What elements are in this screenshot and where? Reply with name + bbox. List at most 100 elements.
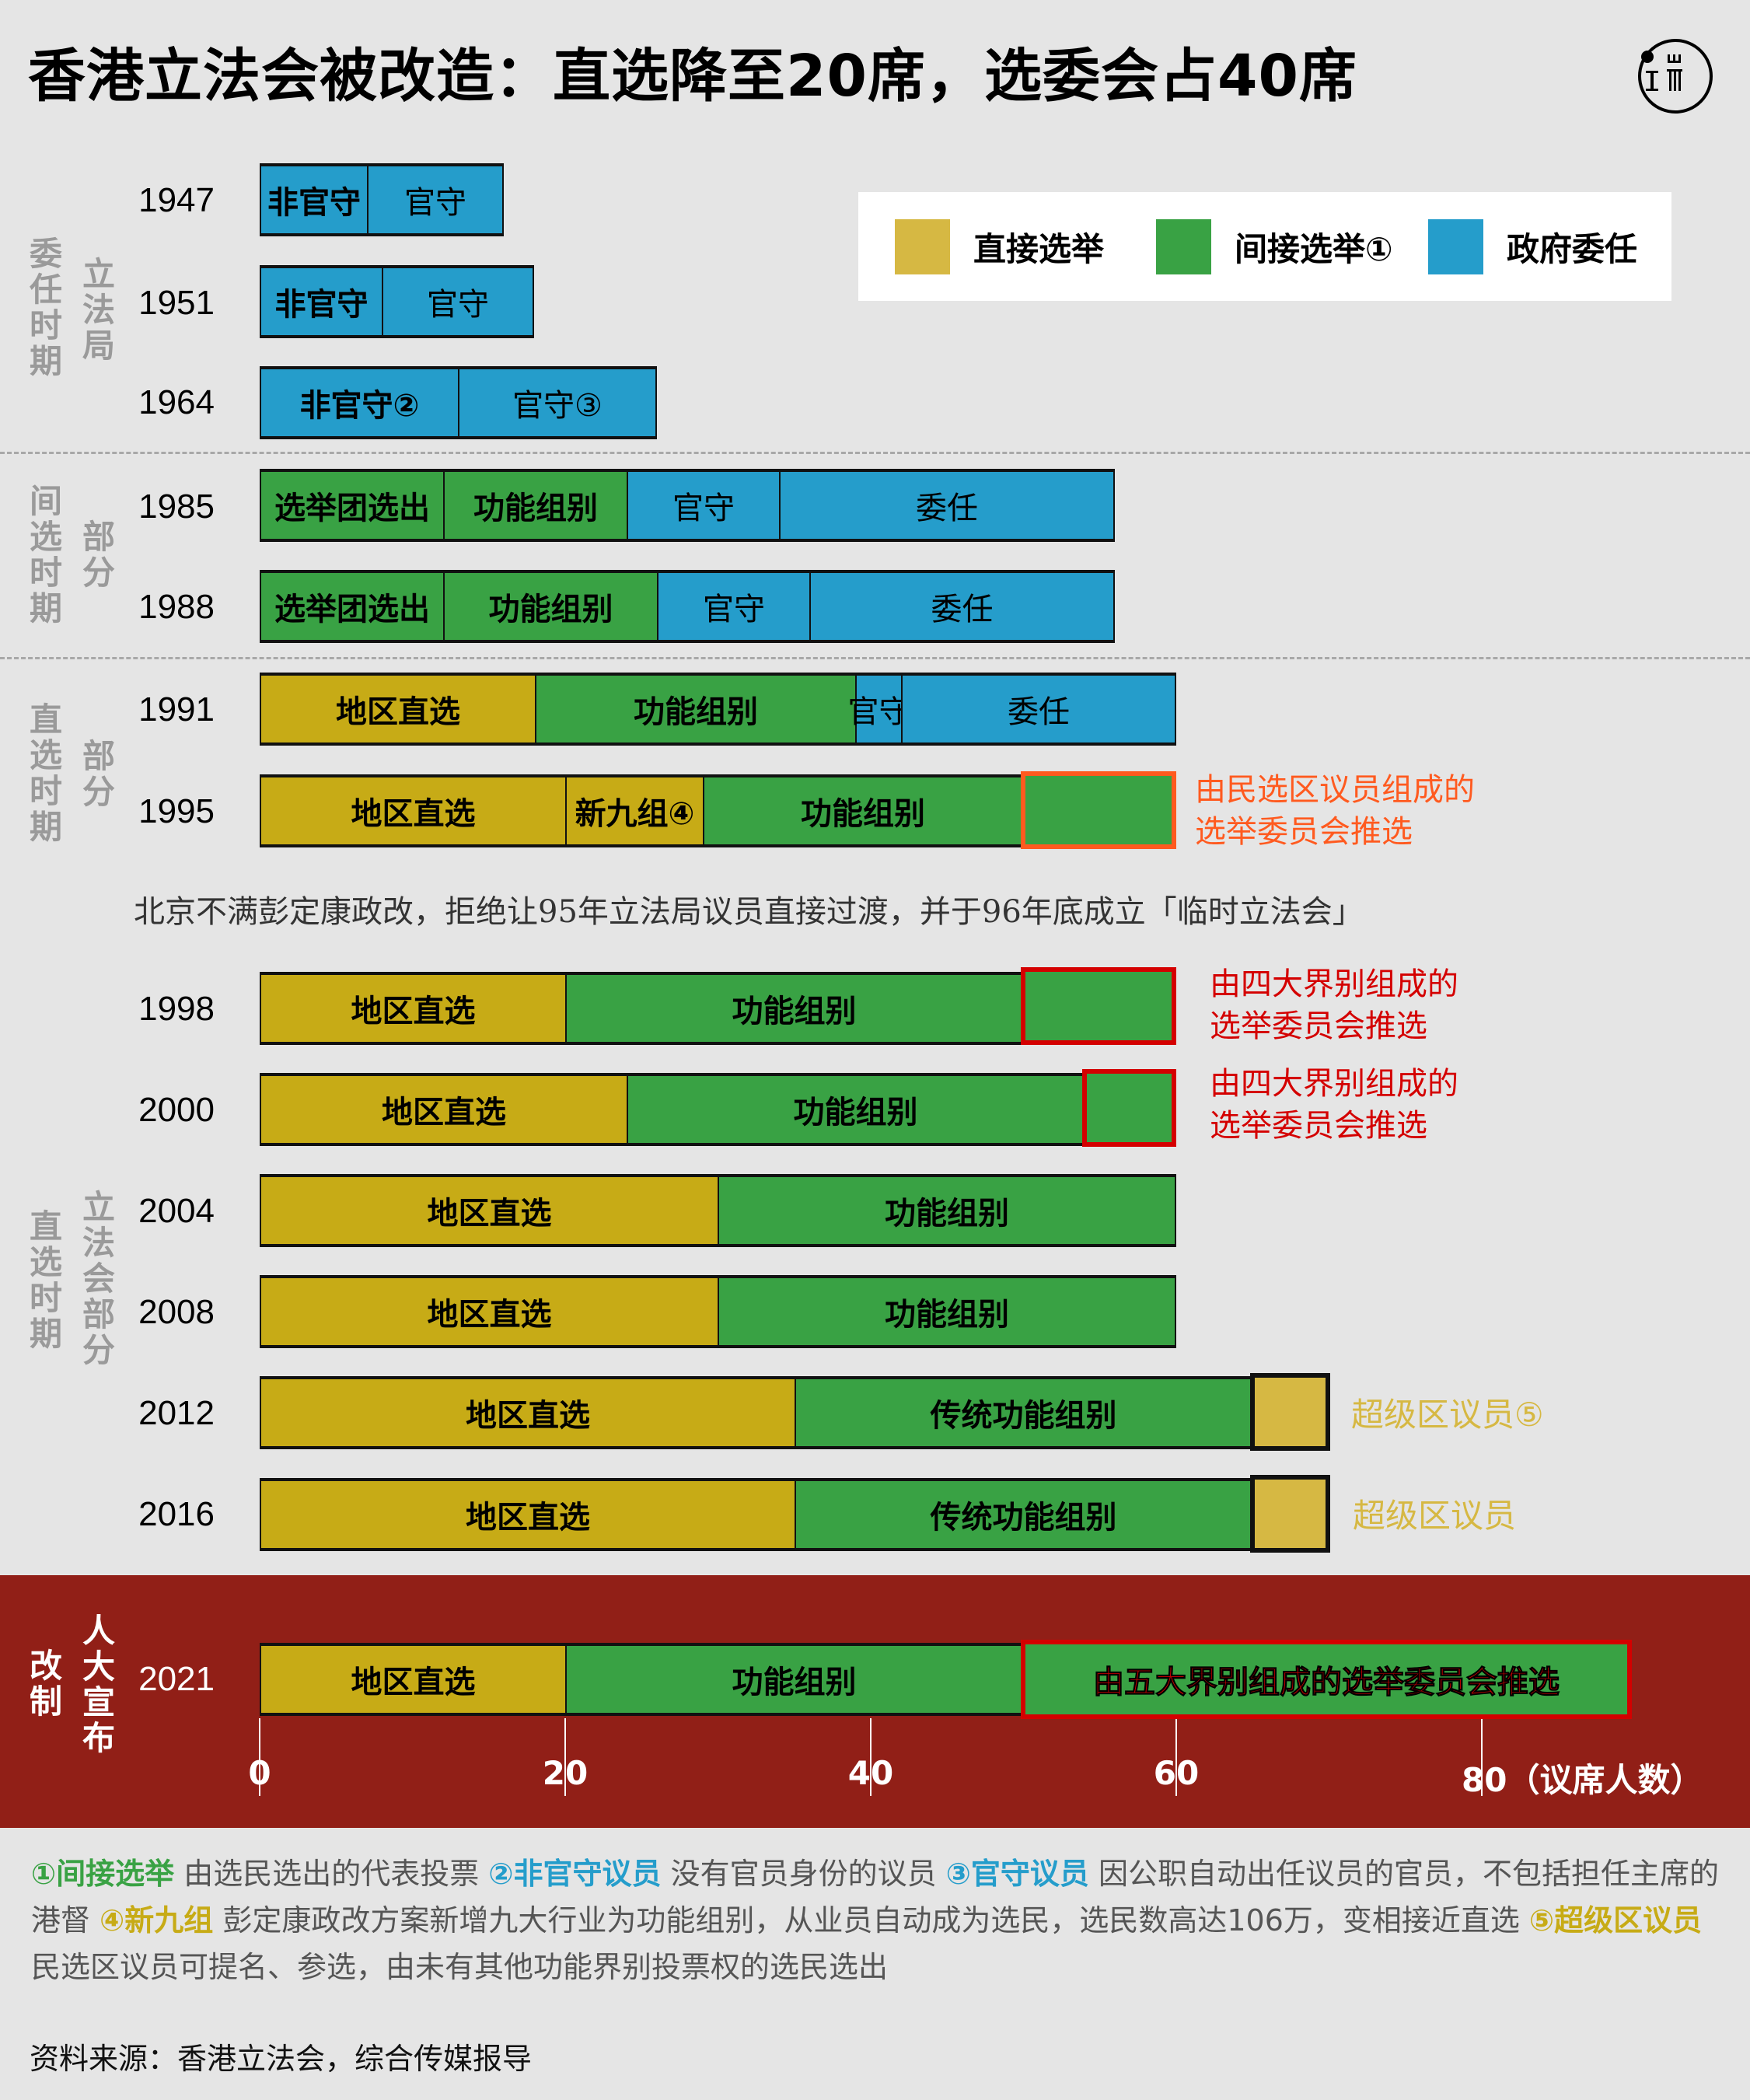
segment-functional: 功能组别: [718, 1278, 1176, 1345]
segment-electoral-college: 选举团选出: [260, 472, 443, 539]
year-label: 1988: [138, 588, 215, 626]
bar-1991: 地区直选 功能组别 官守 委任: [260, 673, 1176, 746]
segment-geographical: 地区直选: [260, 975, 565, 1042]
footnotes: ①间接选举 由选民选出的代表投票 ②非官守议员 没有官员身份的议员 ③官守议员 …: [31, 1850, 1726, 1990]
bar-1964: 非官守② 官守③: [260, 366, 657, 439]
year-label: 2012: [138, 1394, 215, 1432]
segment-election-committee-2000: [1082, 1069, 1176, 1147]
period-label-outer: 间选时期: [29, 482, 62, 627]
segment-traditional-functional: 传统功能组别: [795, 1379, 1252, 1446]
year-label: 2000: [138, 1091, 215, 1129]
legend-label: 政府委任: [1507, 229, 1638, 268]
segment-geographical: 地区直选: [260, 777, 565, 844]
bar-2000: 地区直选 功能组别: [260, 1073, 1085, 1146]
segment-functional: 功能组别: [443, 472, 627, 539]
segment-official: 官守: [848, 676, 910, 743]
period-label-inner: 部分: [82, 518, 115, 592]
legend-swatch-government: [1428, 218, 1483, 274]
axis-tick-label: 60: [1153, 1754, 1200, 1792]
year-label: 1985: [138, 487, 215, 526]
segment-electoral-college: 选举团选出: [260, 573, 443, 640]
legend-item-direct: 直接选举: [895, 218, 1104, 274]
segment-super-district-2012: [1250, 1373, 1330, 1451]
axis-tick: [259, 1718, 260, 1796]
footnote-term-unofficial: ②非官守议员: [488, 1857, 662, 1891]
segment-geographical: 地区直选: [260, 1481, 795, 1548]
segment-super-district-2016: [1250, 1475, 1330, 1553]
bar-1985: 选举团选出 功能组别 官守 委任: [260, 469, 1115, 542]
bar-1947: 非官守 官守: [260, 163, 504, 236]
segment-unofficial: 非官守: [260, 166, 367, 233]
bar-2008: 地区直选 功能组别: [260, 1275, 1176, 1348]
segment-election-committee-2021: 由五大界别组成的选举委员会推选: [1021, 1640, 1632, 1719]
annotation-line: 由四大界别组成的: [1210, 966, 1458, 1002]
annotation-line: 选举委员会推选: [1195, 814, 1413, 850]
axis-tick: [564, 1718, 566, 1796]
period-label-outer: 直选时期: [29, 1207, 62, 1353]
legend-swatch-indirect: [1156, 218, 1211, 274]
page-title: 香港立法会被改造：直选降至20席，选委会占40席: [28, 43, 1357, 110]
segment-unofficial: 非官守: [260, 268, 382, 335]
segment-functional: 功能组别: [565, 975, 1023, 1042]
axis-tick: [870, 1718, 872, 1796]
year-label: 2016: [138, 1495, 215, 1533]
segment-functional: 功能组别: [703, 777, 1023, 844]
annotation-line: 由民选区议员组成的: [1195, 772, 1475, 808]
bar-1998: 地区直选 功能组别: [260, 972, 1023, 1045]
segment-official: 官守: [367, 166, 504, 233]
segment-appointed: 委任: [809, 573, 1115, 640]
bar-2004: 地区直选 功能组别: [260, 1174, 1176, 1247]
bar-2016: 地区直选 传统功能组别: [260, 1478, 1252, 1551]
segment-functional: 功能组别: [718, 1177, 1176, 1244]
footnote-term-new-nine: ④新九组: [100, 1903, 214, 1938]
data-source: 资料来源：香港立法会，综合传媒报导: [30, 2042, 533, 2076]
annotation-line: 选举委员会推选: [1210, 1008, 1427, 1044]
segment-geographical: 地区直选: [260, 1278, 718, 1345]
legend-item-indirect: 间接选举①: [1156, 218, 1393, 274]
legend-label: 间接选举①: [1235, 229, 1393, 268]
segment-functional: 功能组别: [565, 1646, 1023, 1713]
footnote-text: 民选区议员可提名、参选，由未有其他功能界别投票权的选民选出: [31, 1950, 889, 1984]
year-label: 1991: [138, 690, 215, 729]
annotation-2012: 超级区议员⑤: [1351, 1396, 1544, 1434]
segment-unofficial: 非官守②: [260, 369, 458, 436]
provisional-legco-note: 北京不满彭定康政改，拒绝让95年立法局议员直接过渡，并于96年底成立「临时立法会…: [134, 894, 1364, 930]
period-divider: [0, 452, 1750, 454]
segment-election-committee-1995: [1021, 771, 1176, 849]
segment-new-nine: 新九组④: [565, 777, 703, 844]
year-label: 2004: [138, 1192, 215, 1230]
segment-geographical: 地区直选: [260, 1379, 795, 1446]
footnote-term-indirect: ①间接选举: [31, 1857, 175, 1891]
period-label-inner: 立法会部分: [82, 1188, 115, 1369]
segment-election-committee-1998: [1021, 967, 1176, 1045]
segment-geographical: 地区直选: [260, 1177, 718, 1244]
footnote-term-official: ③官守议员: [945, 1857, 1089, 1891]
annotation-line: 选举委员会推选: [1210, 1108, 1427, 1144]
year-label: 1947: [138, 181, 215, 219]
segment-official: 官守③: [458, 369, 657, 436]
year-label: 1951: [138, 284, 215, 322]
year-label: 1995: [138, 792, 215, 830]
axis-tick: [1175, 1718, 1177, 1796]
footnote-term-super-district: ⑤超级区议员: [1528, 1903, 1703, 1938]
axis-tick-label: 40: [847, 1754, 894, 1792]
legend-item-government: 政府委任: [1428, 218, 1637, 274]
annotation-1995: 由民选区议员组成的 选举委员会推选: [1195, 769, 1475, 853]
annotation-line: 由四大界别组成的: [1210, 1066, 1458, 1102]
annotation-1998: 由四大界别组成的 选举委员会推选: [1210, 963, 1458, 1047]
segment-official: 官守: [657, 573, 809, 640]
bar-2021: 地区直选 功能组别: [260, 1643, 1023, 1716]
initium-logo-icon: [1629, 33, 1714, 119]
footnote-text: 没有官员身份的议员: [661, 1857, 946, 1891]
segment-functional: 功能组别: [535, 676, 855, 743]
period-label-outer: 改制: [29, 1647, 62, 1721]
bar-1988: 选举团选出 功能组别 官守 委任: [260, 570, 1115, 643]
legend-label: 直接选举: [973, 229, 1105, 268]
segment-geographical: 地区直选: [260, 676, 535, 743]
bar-1951: 非官守 官守: [260, 265, 534, 338]
period-label-inner: 部分: [82, 737, 115, 811]
footnote-text: 彭定康政改方案新增九大行业为功能组别，从业员自动成为选民，选民数高达106万，变…: [213, 1903, 1529, 1938]
period-divider: [0, 657, 1750, 659]
segment-official: 官守: [382, 268, 534, 335]
segment-traditional-functional: 传统功能组别: [795, 1481, 1252, 1548]
